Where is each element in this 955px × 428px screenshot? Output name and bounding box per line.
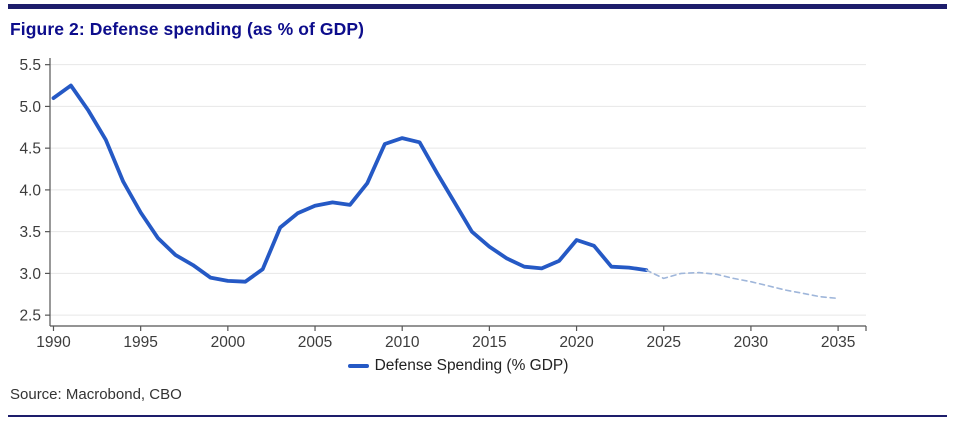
x-tick-label: 1990 (36, 334, 71, 351)
x-tick-label: 2025 (647, 334, 681, 351)
x-tick-label: 1995 (123, 334, 157, 351)
x-tick-label: 2015 (472, 334, 506, 351)
x-tick-label: 2005 (298, 334, 332, 351)
axes (49, 58, 866, 327)
top-divider-rule (8, 4, 947, 9)
y-tick-label: 2.5 (19, 308, 41, 325)
y-tick-label: 5.5 (19, 57, 41, 74)
x-tick-label: 2000 (211, 334, 246, 351)
x-axis-ticks: 1990 1995 2000 2005 2010 2015 2020 2025 2030 2035 (36, 326, 867, 351)
series-line-projection (645, 269, 839, 300)
series-line-defense-spending (51, 83, 649, 284)
y-tick-label: 5.0 (19, 99, 41, 116)
gridlines (50, 64, 866, 316)
x-tick-label: 2035 (821, 334, 855, 351)
x-tick-label: 2030 (734, 334, 769, 351)
y-axis-ticks: 2.5 3.0 3.5 4.0 4.5 5.0 5.5 (19, 57, 50, 325)
bottom-divider-rule (8, 415, 947, 417)
x-tick-label: 2010 (385, 334, 420, 351)
x-tick-label: 2020 (559, 334, 594, 351)
y-tick-label: 3.5 (19, 224, 41, 241)
y-tick-label: 3.0 (19, 266, 41, 283)
legend-series-label: Defense Spending (% GDP) (374, 357, 569, 374)
source-attribution: Source: Macrobond, CBO (10, 386, 182, 403)
legend-line-marker-icon (347, 363, 369, 369)
figure-title: Figure 2: Defense spending (as % of GDP) (10, 19, 365, 39)
y-tick-label: 4.5 (19, 141, 41, 158)
chart-legend: Defense Spending (% GDP) (50, 357, 866, 375)
y-tick-label: 4.0 (19, 182, 41, 199)
